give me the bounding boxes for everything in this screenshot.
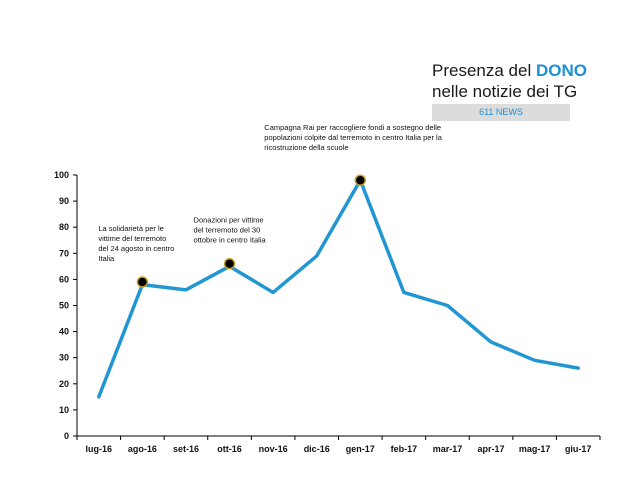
annotation-text: popolazioni colpite dal terremoto in cen… xyxy=(264,133,442,142)
annotation-text: ottobre in centro Italia xyxy=(194,236,267,245)
title-line-2: nelle notizie dei TG xyxy=(432,82,578,101)
annotation-text: La solidarietà per le xyxy=(98,224,163,233)
y-tick-label: 20 xyxy=(59,379,69,389)
y-tick-label: 50 xyxy=(59,301,69,311)
data-point xyxy=(184,288,188,292)
data-point xyxy=(402,290,406,294)
x-tick-label: ott-16 xyxy=(217,444,242,454)
title-line-1: Presenza del DONO xyxy=(432,60,622,81)
x-tick-label: dic-16 xyxy=(304,444,330,454)
annotation-marker xyxy=(354,174,367,186)
series-line xyxy=(97,178,580,399)
data-point xyxy=(315,254,319,258)
title-prefix: Presenza del xyxy=(432,61,536,80)
x-tick-label: mar-17 xyxy=(433,444,463,454)
x-tick-label: set-16 xyxy=(173,444,199,454)
y-tick-label: 60 xyxy=(59,274,69,284)
data-point xyxy=(576,366,580,370)
data-point xyxy=(533,358,537,362)
title-accent: DONO xyxy=(535,61,587,80)
annotation-text: del 24 agosto in centro xyxy=(98,244,174,253)
x-tick-label: lug-16 xyxy=(86,444,113,454)
annotation-text: vittime del terremoto xyxy=(98,234,166,243)
annotation-marker xyxy=(136,276,149,288)
x-tick-label: gen-17 xyxy=(346,444,375,454)
news-count-badge: 611 NEWS xyxy=(432,104,570,121)
annotation-text: Donazioni per vittime xyxy=(194,216,264,225)
annotation-text: Italia xyxy=(98,254,115,263)
annotation-text: Campagna Rai per raccogliere fondi a sos… xyxy=(264,123,441,132)
annotation-marker xyxy=(223,257,236,270)
x-tick-label: feb-17 xyxy=(391,444,418,454)
x-tick-label: ago-16 xyxy=(128,444,157,454)
y-tick-label: 80 xyxy=(59,222,69,232)
x-tick-label: apr-17 xyxy=(478,444,505,454)
chart-title: Presenza del DONO nelle notizie dei TG xyxy=(432,60,622,102)
x-tick-label: mag-17 xyxy=(519,444,551,454)
y-tick-label: 90 xyxy=(59,196,69,206)
data-point xyxy=(271,290,275,294)
annotation-text: del terremoto del 30 xyxy=(194,226,261,235)
data-point xyxy=(445,304,449,307)
annotation-text: ricostruzione della scuole xyxy=(264,143,348,152)
data-point xyxy=(97,395,101,399)
y-tick-label: 0 xyxy=(64,431,69,441)
data-point xyxy=(489,340,493,344)
y-tick-label: 10 xyxy=(59,405,69,415)
y-tick-label: 30 xyxy=(59,353,69,363)
x-tick-label: nov-16 xyxy=(259,444,288,454)
x-tick-label: giu-17 xyxy=(565,444,592,454)
y-tick-label: 70 xyxy=(59,248,69,258)
y-tick-label: 40 xyxy=(59,327,69,337)
y-tick-label: 100 xyxy=(54,170,69,180)
